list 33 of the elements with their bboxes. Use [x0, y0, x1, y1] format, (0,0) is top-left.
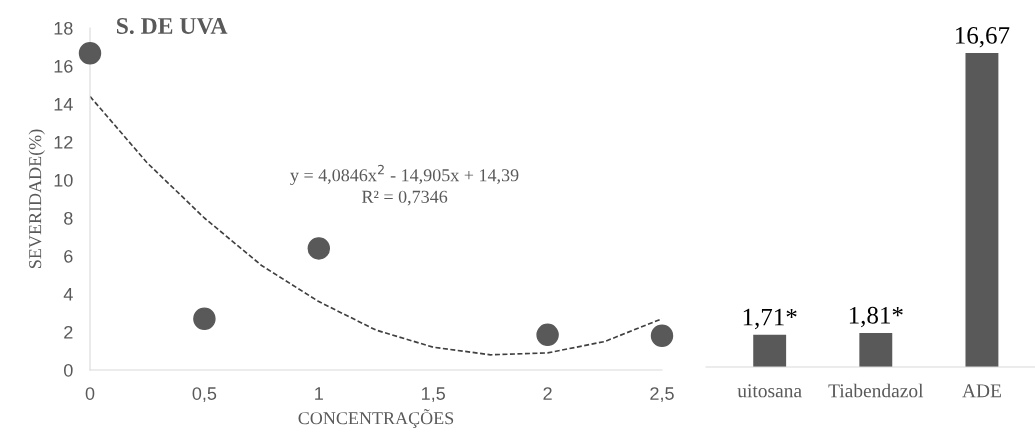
y-tick-label: 0	[64, 363, 73, 377]
annotation: R² = 0,7346	[361, 190, 448, 206]
line-series	[90, 95, 662, 356]
data-label: 1,81*	[849, 306, 903, 328]
point	[650, 324, 674, 348]
x-tick-label: 1,5	[422, 387, 445, 403]
y-tick-label: 4	[63, 288, 73, 301]
y-tick-label: 12	[54, 135, 73, 149]
point	[307, 237, 331, 260]
point	[193, 307, 216, 330]
y-axis-title: SEVERIDADE(%)	[28, 129, 45, 268]
x-tick-label: 2	[543, 387, 552, 400]
annotation: y = 4,0846x$^{2}$ - 14,905x + 14,39	[290, 164, 519, 186]
x-axis-title: CONCENTRAÇÕES	[298, 409, 454, 428]
y-tick-label: 14	[54, 98, 73, 111]
x-tick-label: 1	[315, 387, 323, 400]
x-tick-label: 2,5	[650, 387, 674, 403]
y-tick-label: 16	[54, 59, 73, 73]
y-tick-label: 2	[64, 325, 73, 339]
y-tick-label: 18	[54, 21, 73, 35]
x-tick-label: 0,5	[192, 387, 217, 403]
y-tick-label: 6	[64, 249, 73, 263]
x-tick-label: 0	[85, 387, 95, 400]
data-label: 16,67	[956, 27, 1010, 48]
x-tick-label: ADE	[962, 384, 1001, 398]
y-tick-label: 10	[54, 173, 73, 187]
x-tick-label: uitosana	[737, 384, 802, 398]
x-tick-label: Tiabendazol	[828, 383, 924, 398]
y-tick-label: 8	[64, 211, 73, 225]
chart-title: S. DE UVA	[117, 18, 228, 35]
point	[536, 323, 559, 347]
point	[78, 42, 102, 65]
data-label: 1,71*	[743, 308, 797, 330]
